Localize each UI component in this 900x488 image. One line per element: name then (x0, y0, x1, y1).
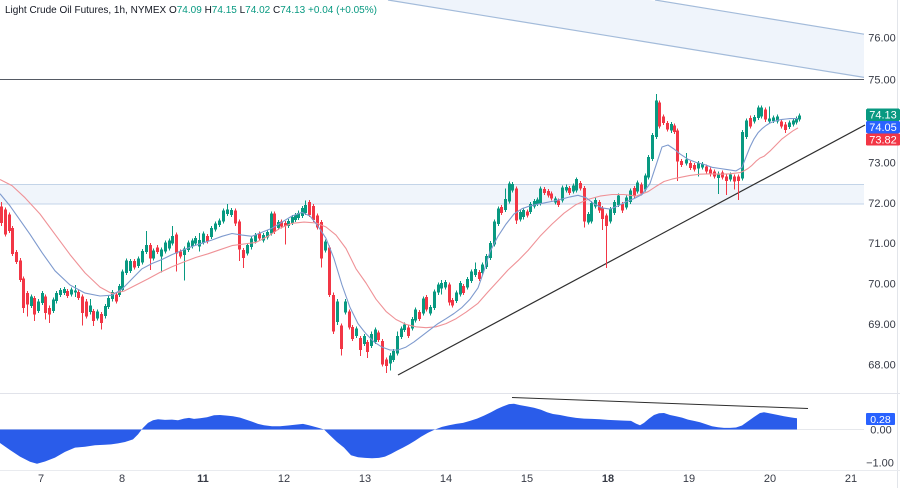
svg-text:68.00: 68.00 (868, 359, 896, 371)
svg-text:75.00: 75.00 (868, 75, 896, 87)
svg-text:15: 15 (521, 473, 533, 485)
svg-text:0.00: 0.00 (870, 425, 891, 437)
svg-text:13: 13 (359, 473, 371, 485)
svg-text:70.00: 70.00 (868, 279, 896, 291)
svg-text:18: 18 (602, 473, 614, 485)
svg-text:12: 12 (278, 473, 290, 485)
svg-text:7: 7 (38, 473, 44, 485)
svg-text:0.28: 0.28 (870, 414, 891, 426)
svg-text:69.00: 69.00 (868, 319, 896, 331)
svg-text:74.13: 74.13 (869, 110, 897, 122)
svg-text:Light Crude Oil Futures, 1h, N: Light Crude Oil Futures, 1h, NYMEX O74.0… (5, 5, 377, 16)
svg-text:11: 11 (197, 473, 209, 485)
svg-text:76.00: 76.00 (868, 33, 896, 45)
svg-text:74.05: 74.05 (869, 122, 897, 134)
svg-text:8: 8 (119, 473, 125, 485)
svg-text:72.00: 72.00 (868, 198, 896, 210)
svg-text:21: 21 (845, 473, 857, 485)
svg-text:20: 20 (764, 473, 776, 485)
svg-text:73.82: 73.82 (869, 134, 897, 146)
svg-text:73.00: 73.00 (868, 158, 896, 170)
svg-text:−1.00: −1.00 (866, 458, 894, 470)
svg-text:71.00: 71.00 (868, 238, 896, 250)
svg-text:14: 14 (440, 473, 452, 485)
svg-text:19: 19 (683, 473, 695, 485)
